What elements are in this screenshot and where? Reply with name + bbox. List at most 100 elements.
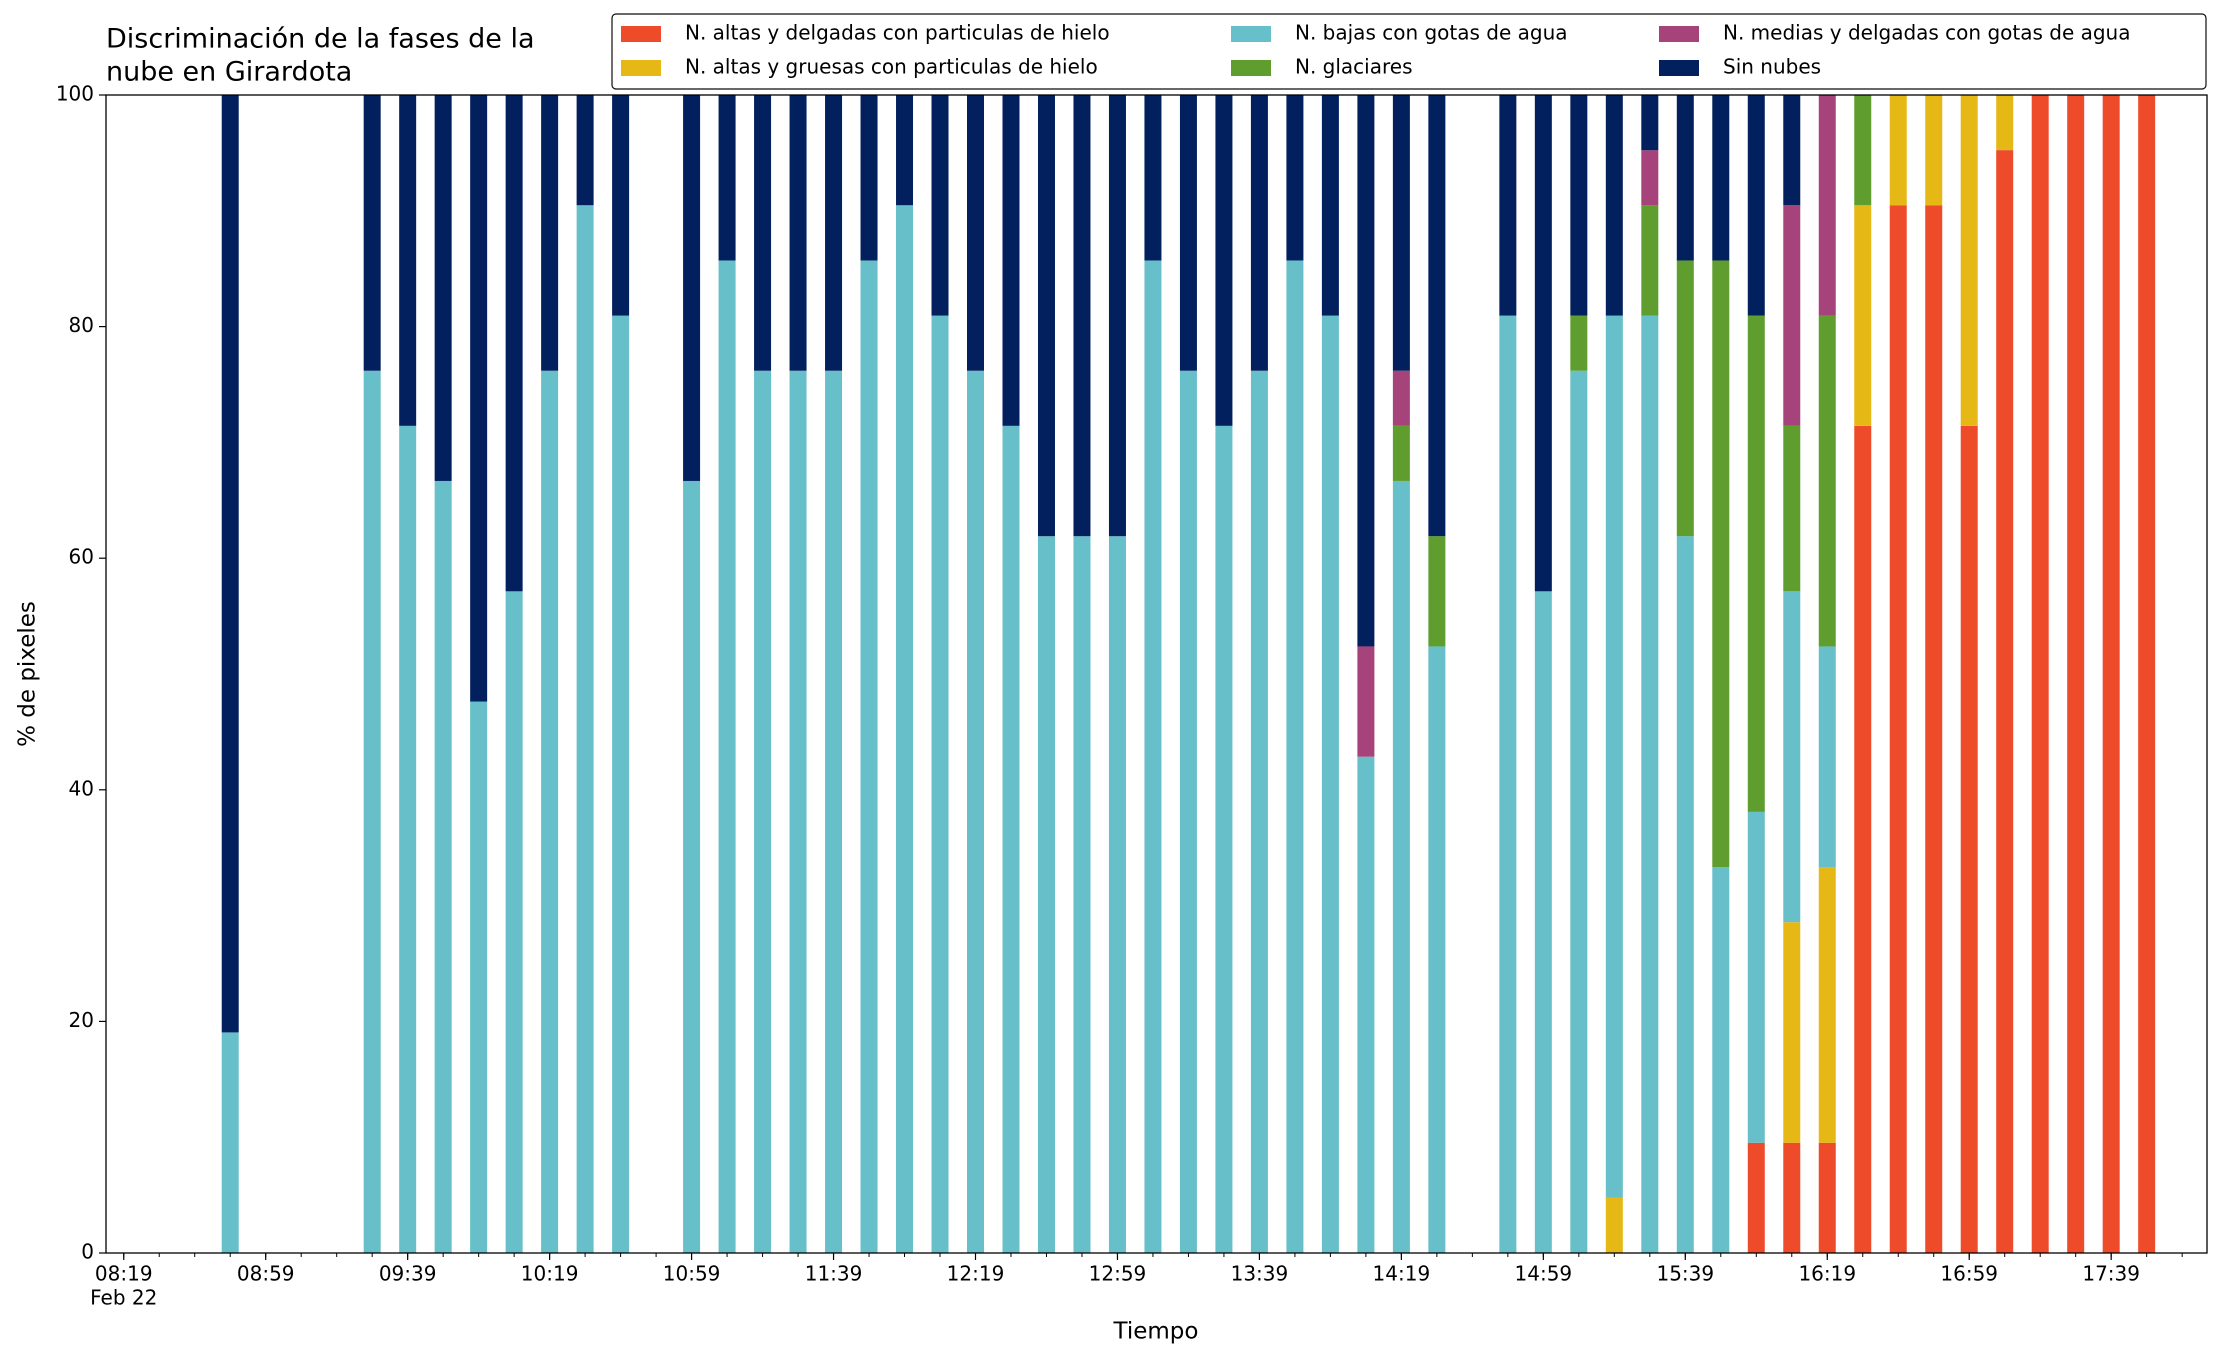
bar-segment xyxy=(1002,425,1020,1254)
bar-segment xyxy=(683,95,701,481)
bar-segment xyxy=(1996,95,2014,151)
bar-segment xyxy=(1605,95,1623,316)
bar-segment xyxy=(789,95,807,371)
bar-segment xyxy=(2138,95,2156,1253)
bar-segment xyxy=(1747,95,1765,316)
bar-segment xyxy=(754,95,772,371)
bar-segment xyxy=(1179,95,1197,371)
legend-label: N. altas y delgadas con particulas de hi… xyxy=(685,21,1110,45)
legend-label: N. glaciares xyxy=(1295,55,1413,79)
x-tick-label: 14:59 xyxy=(1515,1262,1573,1286)
bar-segment xyxy=(470,701,488,1253)
bar-segment xyxy=(363,370,381,1253)
bar-segment xyxy=(1641,150,1659,206)
bar-segment xyxy=(363,95,381,371)
bar-segment xyxy=(1108,95,1126,537)
bar-segment xyxy=(1570,370,1588,1253)
bar-segment xyxy=(1783,591,1801,923)
bar-segment xyxy=(1357,95,1375,647)
bar-segment xyxy=(1889,95,1907,206)
bar-segment xyxy=(1641,205,1659,316)
x-tick-label: 12:59 xyxy=(1089,1262,1147,1286)
bar-segment xyxy=(1002,95,1020,426)
bar-segment xyxy=(1925,205,1943,1254)
bar-segment xyxy=(2102,95,2120,1253)
bar-segment xyxy=(1783,1142,1801,1253)
y-tick-label: 100 xyxy=(56,82,94,106)
bar-segment xyxy=(541,95,559,371)
bar-segment xyxy=(1144,260,1162,1253)
bar-segment xyxy=(1392,370,1410,426)
x-tick-label: 08:59 xyxy=(237,1262,295,1286)
bar-segment xyxy=(789,370,807,1253)
legend-label: Sin nubes xyxy=(1723,55,1821,79)
bar-segment xyxy=(434,480,452,1253)
bar-segment xyxy=(1179,370,1197,1253)
bar-segment xyxy=(718,95,736,261)
y-tick-label: 0 xyxy=(81,1240,94,1264)
x-tick-label: 13:39 xyxy=(1231,1262,1289,1286)
bar-segment xyxy=(612,95,630,316)
bar-segment xyxy=(1889,205,1907,1254)
bar-segment xyxy=(1570,95,1588,316)
bar-segment xyxy=(1747,1142,1765,1253)
legend-swatch xyxy=(1659,26,1699,42)
legend-label: N. bajas con gotas de agua xyxy=(1295,21,1568,45)
bar-segment xyxy=(1747,811,1765,1143)
y-tick-label: 80 xyxy=(69,313,94,337)
bar-segment xyxy=(1783,205,1801,426)
x-tick-label: 08:19 xyxy=(95,1262,153,1286)
bar-segment xyxy=(1392,480,1410,1253)
y-tick-label: 60 xyxy=(69,545,94,569)
bar-segment xyxy=(1960,95,1978,426)
bar-segment xyxy=(1108,536,1126,1253)
bar-segment xyxy=(1037,95,1055,537)
bar-segment xyxy=(931,315,949,1253)
legend-swatch xyxy=(1231,26,1271,42)
bar-segment xyxy=(1676,95,1694,261)
bar-segment xyxy=(1712,95,1730,261)
bar-segment xyxy=(221,95,239,1033)
y-tick-label: 20 xyxy=(69,1008,94,1032)
legend-box xyxy=(611,13,2207,90)
bar-segment xyxy=(2031,95,2049,1253)
x-tick-label: 11:39 xyxy=(805,1262,863,1286)
bar-segment xyxy=(1605,315,1623,1198)
bar-segment xyxy=(825,370,843,1253)
bar-segment xyxy=(896,95,914,206)
bar-segment xyxy=(1250,95,1268,371)
bar-segment xyxy=(1676,260,1694,537)
bar-segment xyxy=(1818,315,1836,647)
bar-segment xyxy=(1215,95,1233,426)
legend-swatch xyxy=(1659,60,1699,76)
bar-segment xyxy=(860,95,878,261)
bar-segment xyxy=(1712,867,1730,1253)
y-axis-label: % de pixeles xyxy=(15,601,41,747)
bar-segment xyxy=(1499,95,1517,316)
bar-segment xyxy=(1392,95,1410,371)
bar-segment xyxy=(1144,95,1162,261)
x-tick-label: 15:39 xyxy=(1656,1262,1714,1286)
bar-segment xyxy=(860,260,878,1253)
bar-segment xyxy=(1960,425,1978,1254)
bar-segment xyxy=(1215,425,1233,1254)
x-tick-label: 16:59 xyxy=(1940,1262,1998,1286)
bar-segment xyxy=(754,370,772,1253)
x-tick-label: 17:39 xyxy=(2082,1262,2140,1286)
bar-segment xyxy=(1854,95,1872,206)
bar-segment xyxy=(1357,646,1375,757)
bar-segment xyxy=(683,480,701,1253)
bar-segment xyxy=(576,95,594,206)
bar-segment xyxy=(1854,205,1872,426)
bar-segment xyxy=(1712,260,1730,868)
bar-segment xyxy=(1428,646,1446,1253)
chart-title: Discriminación de la fases de la xyxy=(106,24,535,55)
bar-segment xyxy=(1286,95,1304,261)
bar-segment xyxy=(1428,95,1446,537)
bar-segment xyxy=(221,1032,239,1253)
bar-segment xyxy=(1783,922,1801,1143)
bar-segment xyxy=(1286,260,1304,1253)
plot-frame xyxy=(105,94,2208,1254)
